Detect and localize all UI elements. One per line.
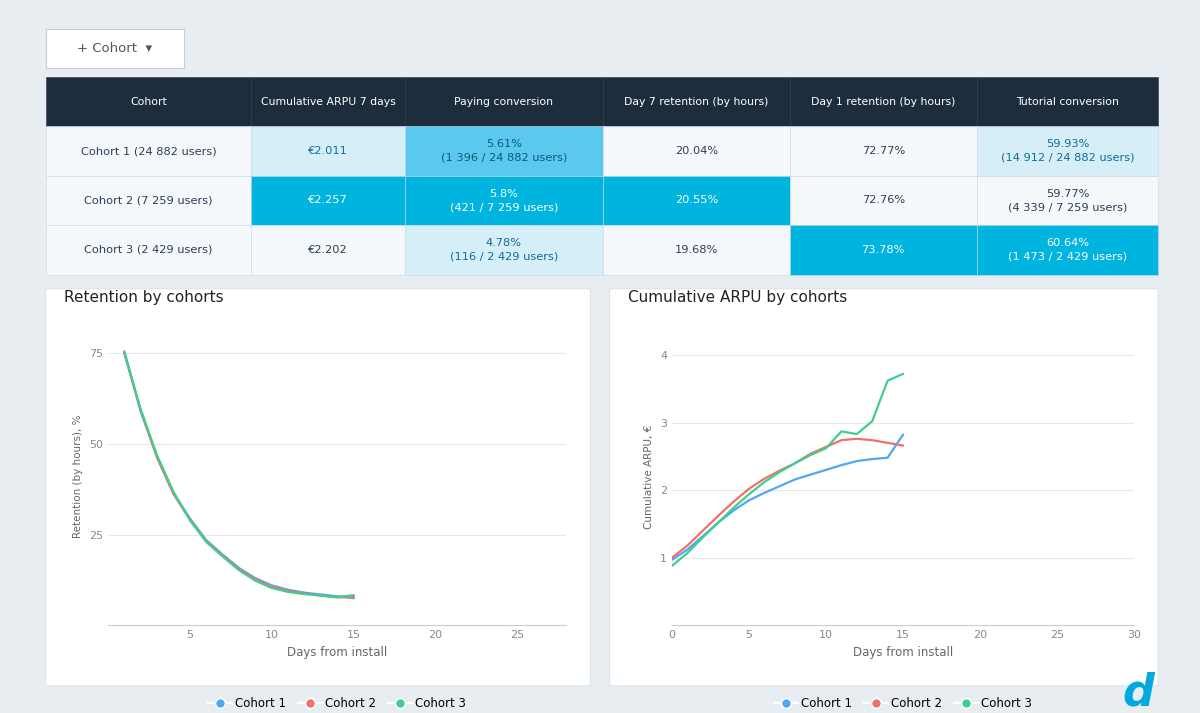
Text: Day 7 retention (by hours): Day 7 retention (by hours)	[624, 97, 768, 107]
Bar	[790, 126, 977, 176]
Text: Cumulative ARPU 7 days: Cumulative ARPU 7 days	[260, 97, 396, 107]
Text: Cohort 2 (7 259 users): Cohort 2 (7 259 users)	[84, 195, 212, 205]
Text: 72.77%: 72.77%	[862, 146, 905, 156]
Text: Retention by cohorts: Retention by cohorts	[64, 289, 223, 304]
Text: 4.78%
(116 / 2 429 users): 4.78% (116 / 2 429 users)	[450, 238, 558, 262]
Text: Cohort 1 (24 882 users): Cohort 1 (24 882 users)	[80, 146, 216, 156]
Text: 60.64%
(1 473 / 2 429 users): 60.64% (1 473 / 2 429 users)	[1008, 238, 1127, 262]
Text: 20.04%: 20.04%	[674, 146, 718, 156]
Bar	[404, 77, 602, 126]
Bar	[251, 77, 404, 126]
Bar	[977, 176, 1158, 225]
X-axis label: Days from install: Days from install	[853, 646, 953, 659]
Text: €2.011: €2.011	[308, 146, 348, 156]
Text: Cumulative ARPU by cohorts: Cumulative ARPU by cohorts	[628, 289, 847, 304]
Bar	[251, 126, 404, 176]
Text: d: d	[1122, 672, 1154, 713]
Legend: Cohort 1, Cohort 2, Cohort 3: Cohort 1, Cohort 2, Cohort 3	[204, 692, 470, 713]
Bar	[251, 176, 404, 225]
Text: 73.78%: 73.78%	[862, 245, 905, 255]
Text: 59.93%
(14 912 / 24 882 users): 59.93% (14 912 / 24 882 users)	[1001, 140, 1134, 163]
Bar	[46, 176, 251, 225]
Bar	[790, 77, 977, 126]
Text: €2.202: €2.202	[308, 245, 348, 255]
Text: 20.55%: 20.55%	[674, 195, 718, 205]
Text: Day 1 retention (by hours): Day 1 retention (by hours)	[811, 97, 955, 107]
Bar	[602, 225, 790, 275]
Text: Paying conversion: Paying conversion	[455, 97, 553, 107]
Bar	[790, 176, 977, 225]
Bar	[602, 176, 790, 225]
Bar	[251, 225, 404, 275]
Text: 59.77%
(4 339 / 7 259 users): 59.77% (4 339 / 7 259 users)	[1008, 189, 1127, 212]
Text: €2.257: €2.257	[308, 195, 348, 205]
Bar	[977, 225, 1158, 275]
Y-axis label: Retention (by hours), %: Retention (by hours), %	[73, 415, 84, 538]
Text: 5.8%
(421 / 7 259 users): 5.8% (421 / 7 259 users)	[450, 189, 558, 212]
Bar	[46, 77, 251, 126]
Bar	[602, 77, 790, 126]
X-axis label: Days from install: Days from install	[287, 646, 388, 659]
Bar	[46, 126, 251, 176]
Text: Tutorial conversion: Tutorial conversion	[1016, 97, 1118, 107]
Text: + Cohort  ▾: + Cohort ▾	[77, 41, 152, 55]
Bar	[977, 77, 1158, 126]
Y-axis label: Cumulative ARPU, €: Cumulative ARPU, €	[644, 424, 654, 529]
Text: 5.61%
(1 396 / 24 882 users): 5.61% (1 396 / 24 882 users)	[440, 140, 568, 163]
Text: Cohort 3 (2 429 users): Cohort 3 (2 429 users)	[84, 245, 212, 255]
Bar	[404, 126, 602, 176]
Text: 19.68%: 19.68%	[674, 245, 718, 255]
Bar	[602, 126, 790, 176]
Bar	[404, 225, 602, 275]
Bar	[404, 176, 602, 225]
Text: 72.76%: 72.76%	[862, 195, 905, 205]
Bar	[977, 126, 1158, 176]
Bar	[790, 225, 977, 275]
Bar	[46, 225, 251, 275]
Text: Cohort: Cohort	[130, 97, 167, 107]
Legend: Cohort 1, Cohort 2, Cohort 3: Cohort 1, Cohort 2, Cohort 3	[769, 692, 1037, 713]
